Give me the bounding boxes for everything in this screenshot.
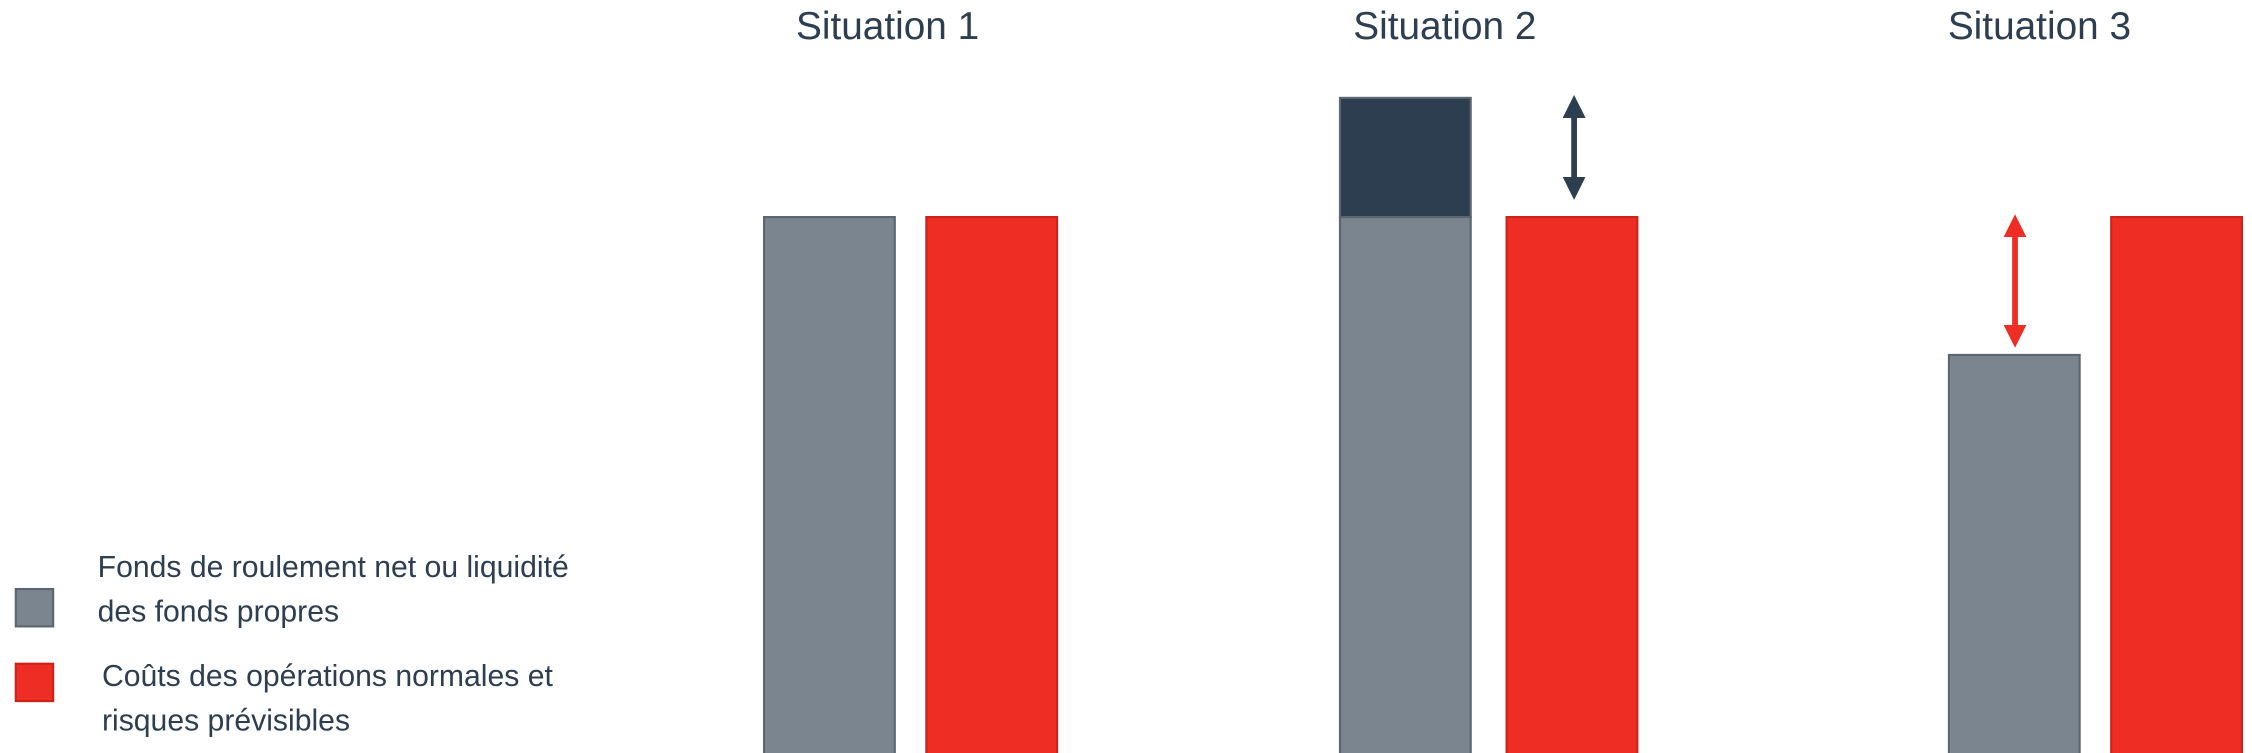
gray-bar (1338, 216, 1472, 753)
gray-bar (762, 216, 896, 753)
gray-bar (1947, 353, 2081, 753)
legend-swatch (14, 587, 55, 628)
situation-title: Situation 3 (1948, 5, 2131, 48)
situation-title: Situation 1 (796, 5, 979, 48)
red-bar (1505, 216, 1639, 753)
legend-swatch (14, 662, 55, 703)
legend-label: Coûts des opérations normales et (102, 660, 554, 693)
situation-title: Situation 2 (1353, 5, 1536, 48)
legend-label: des fonds propres (98, 595, 339, 628)
legend-label: risques prévisibles (102, 705, 350, 738)
dark-bar-top (1338, 96, 1472, 219)
red-bar (925, 216, 1059, 753)
legend-label: Fonds de roulement net ou liquidité (98, 551, 569, 584)
red-bar (2110, 216, 2244, 753)
